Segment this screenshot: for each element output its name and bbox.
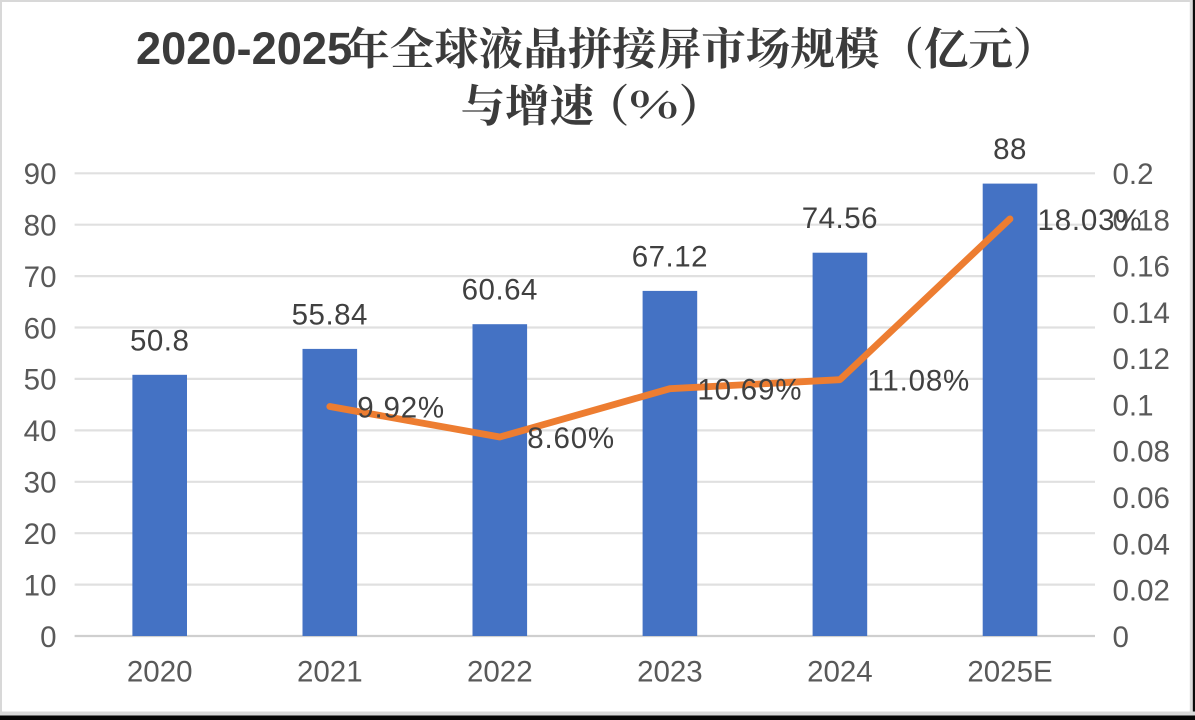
svg-text:60: 60 <box>24 312 57 345</box>
svg-text:40: 40 <box>24 415 57 448</box>
svg-text:2021: 2021 <box>297 656 363 689</box>
svg-text:0.06: 0.06 <box>1113 482 1170 515</box>
svg-text:11.08%: 11.08% <box>867 365 970 398</box>
svg-text:2020-2025: 2020-2025 <box>136 23 352 74</box>
svg-text:0.16: 0.16 <box>1113 251 1170 284</box>
svg-text:0.08: 0.08 <box>1113 436 1170 469</box>
svg-text:50: 50 <box>24 364 57 397</box>
svg-text:0.04: 0.04 <box>1113 528 1170 561</box>
svg-text:55.84: 55.84 <box>292 298 368 331</box>
svg-text:50.8: 50.8 <box>130 324 189 357</box>
svg-text:20: 20 <box>24 518 57 551</box>
svg-text:74.56: 74.56 <box>802 202 878 235</box>
svg-text:70: 70 <box>24 261 57 294</box>
svg-text:2020: 2020 <box>127 656 193 689</box>
svg-text:10: 10 <box>24 569 57 602</box>
svg-text:88: 88 <box>993 133 1027 166</box>
svg-text:2025E: 2025E <box>967 656 1052 689</box>
svg-text:0.14: 0.14 <box>1113 297 1170 330</box>
svg-text:80: 80 <box>24 210 57 243</box>
svg-text:2022: 2022 <box>467 656 533 689</box>
svg-text:0.12: 0.12 <box>1113 343 1170 376</box>
svg-text:0.2: 0.2 <box>1113 158 1154 191</box>
svg-text:90: 90 <box>24 158 57 191</box>
svg-text:67.12: 67.12 <box>632 240 708 273</box>
svg-text:0.18: 0.18 <box>1113 204 1170 237</box>
svg-text:30: 30 <box>24 467 57 500</box>
svg-text:9.92%: 9.92% <box>357 392 445 425</box>
svg-text:60.64: 60.64 <box>462 274 538 307</box>
svg-text:8.60%: 8.60% <box>527 422 615 455</box>
svg-text:18.03%: 18.03% <box>1038 204 1143 237</box>
svg-text:0: 0 <box>1113 621 1129 654</box>
svg-text:0.1: 0.1 <box>1113 389 1154 422</box>
svg-text:10.69%: 10.69% <box>697 374 802 407</box>
svg-text:0: 0 <box>40 621 56 654</box>
svg-text:2023: 2023 <box>637 656 703 689</box>
svg-text:0.02: 0.02 <box>1113 575 1170 608</box>
svg-text:2024: 2024 <box>807 656 873 689</box>
